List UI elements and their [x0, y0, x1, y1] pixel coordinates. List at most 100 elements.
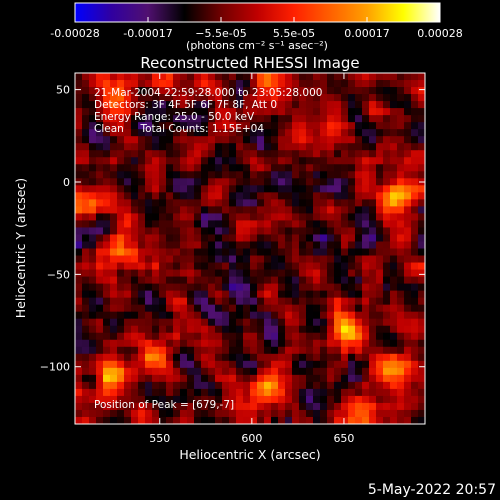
heatmap-cell: [131, 94, 139, 102]
heatmap-cell: [320, 101, 328, 109]
heatmap-cell: [397, 150, 405, 158]
heatmap-cell: [152, 101, 160, 109]
heatmap-cell: [348, 234, 356, 242]
heatmap-cell: [250, 185, 258, 193]
heatmap-cell: [404, 192, 412, 200]
heatmap-cell: [292, 353, 300, 362]
heatmap-cell: [362, 227, 370, 235]
heatmap-cell: [215, 94, 223, 102]
heatmap-cell: [376, 304, 384, 313]
heatmap-cell: [131, 388, 139, 397]
heatmap-cell: [110, 311, 118, 320]
heatmap-cell: [138, 409, 146, 418]
heatmap-cell: [236, 297, 244, 306]
heatmap-cell: [201, 122, 209, 130]
heatmap-cell: [327, 185, 335, 193]
heatmap-cell: [75, 136, 83, 144]
heatmap-cell: [208, 269, 216, 277]
heatmap-cell: [285, 311, 293, 320]
heatmap-cell: [313, 213, 321, 221]
heatmap-cell: [152, 290, 160, 299]
heatmap-cell: [201, 248, 209, 256]
heatmap-cell: [194, 73, 202, 81]
heatmap-cell: [404, 122, 412, 130]
heatmap-cell: [404, 129, 412, 137]
heatmap-cell: [152, 199, 160, 207]
heatmap-cell: [278, 409, 286, 418]
heatmap-cell: [278, 73, 286, 81]
heatmap-cell: [82, 150, 90, 158]
heatmap-cell: [103, 178, 111, 186]
heatmap-cell: [229, 101, 237, 109]
heatmap-cell: [334, 234, 342, 242]
heatmap-cell: [334, 248, 342, 256]
heatmap-cell: [89, 241, 97, 249]
heatmap-cell: [159, 164, 167, 172]
heatmap-cell: [180, 318, 188, 327]
heatmap-cell: [278, 213, 286, 221]
heatmap-cell: [131, 360, 139, 369]
heatmap-cell: [299, 332, 307, 341]
heatmap-cell: [278, 157, 286, 165]
heatmap-cell: [348, 262, 356, 270]
heatmap-cell: [229, 80, 237, 88]
heatmap-cell: [75, 395, 83, 404]
heatmap-cell: [236, 143, 244, 151]
heatmap-cell: [292, 290, 300, 299]
heatmap-cell: [411, 304, 419, 313]
heatmap-cell: [243, 241, 251, 249]
heatmap-cell: [180, 115, 188, 123]
heatmap-cell: [131, 332, 139, 341]
heatmap-cell: [334, 94, 342, 102]
heatmap-cell: [348, 129, 356, 137]
heatmap-cell: [124, 304, 132, 313]
heatmap-cell: [173, 115, 181, 123]
heatmap-cell: [138, 381, 146, 390]
heatmap-cell: [348, 108, 356, 116]
heatmap-cell: [313, 129, 321, 137]
heatmap-cell: [250, 353, 258, 362]
heatmap-cell: [362, 381, 370, 390]
heatmap-cell: [348, 122, 356, 130]
heatmap-cell: [124, 388, 132, 397]
heatmap-cell: [369, 255, 377, 263]
heatmap-cell: [271, 269, 279, 277]
heatmap-cell: [306, 220, 314, 228]
heatmap-cell: [215, 402, 223, 411]
heatmap-cell: [313, 192, 321, 200]
heatmap-cell: [194, 220, 202, 228]
heatmap-cell: [418, 87, 425, 95]
heatmap-cell: [313, 122, 321, 130]
heatmap-cell: [355, 297, 363, 306]
heatmap-cell: [390, 339, 398, 348]
heatmap-cell: [166, 87, 174, 95]
heatmap-cell: [355, 269, 363, 277]
heatmap-cell: [299, 115, 307, 123]
heatmap-cell: [117, 416, 125, 424]
heatmap-cell: [404, 73, 412, 81]
heatmap-cell: [187, 318, 195, 327]
heatmap-cell: [145, 276, 153, 284]
heatmap-cell: [250, 199, 258, 207]
heatmap-cell: [110, 297, 118, 306]
heatmap-cell: [180, 94, 188, 102]
heatmap-cell: [411, 353, 419, 362]
heatmap-cell: [418, 171, 425, 179]
heatmap-cell: [215, 185, 223, 193]
heatmap-cell: [362, 255, 370, 263]
heatmap-cell: [390, 416, 398, 424]
heatmap-cell: [96, 122, 104, 130]
heatmap-cell: [243, 80, 251, 88]
heatmap-cell: [201, 416, 209, 424]
heatmap-cell: [299, 304, 307, 313]
heatmap-cell: [222, 339, 230, 348]
heatmap-cell: [285, 283, 293, 292]
heatmap-cell: [89, 269, 97, 277]
heatmap-cell: [362, 318, 370, 327]
heatmap-cell: [271, 115, 279, 123]
heatmap-cell: [383, 108, 391, 116]
heatmap-cell: [348, 73, 356, 81]
heatmap-cell: [411, 388, 419, 397]
heatmap-cell: [187, 409, 195, 418]
heatmap-cell: [229, 129, 237, 137]
